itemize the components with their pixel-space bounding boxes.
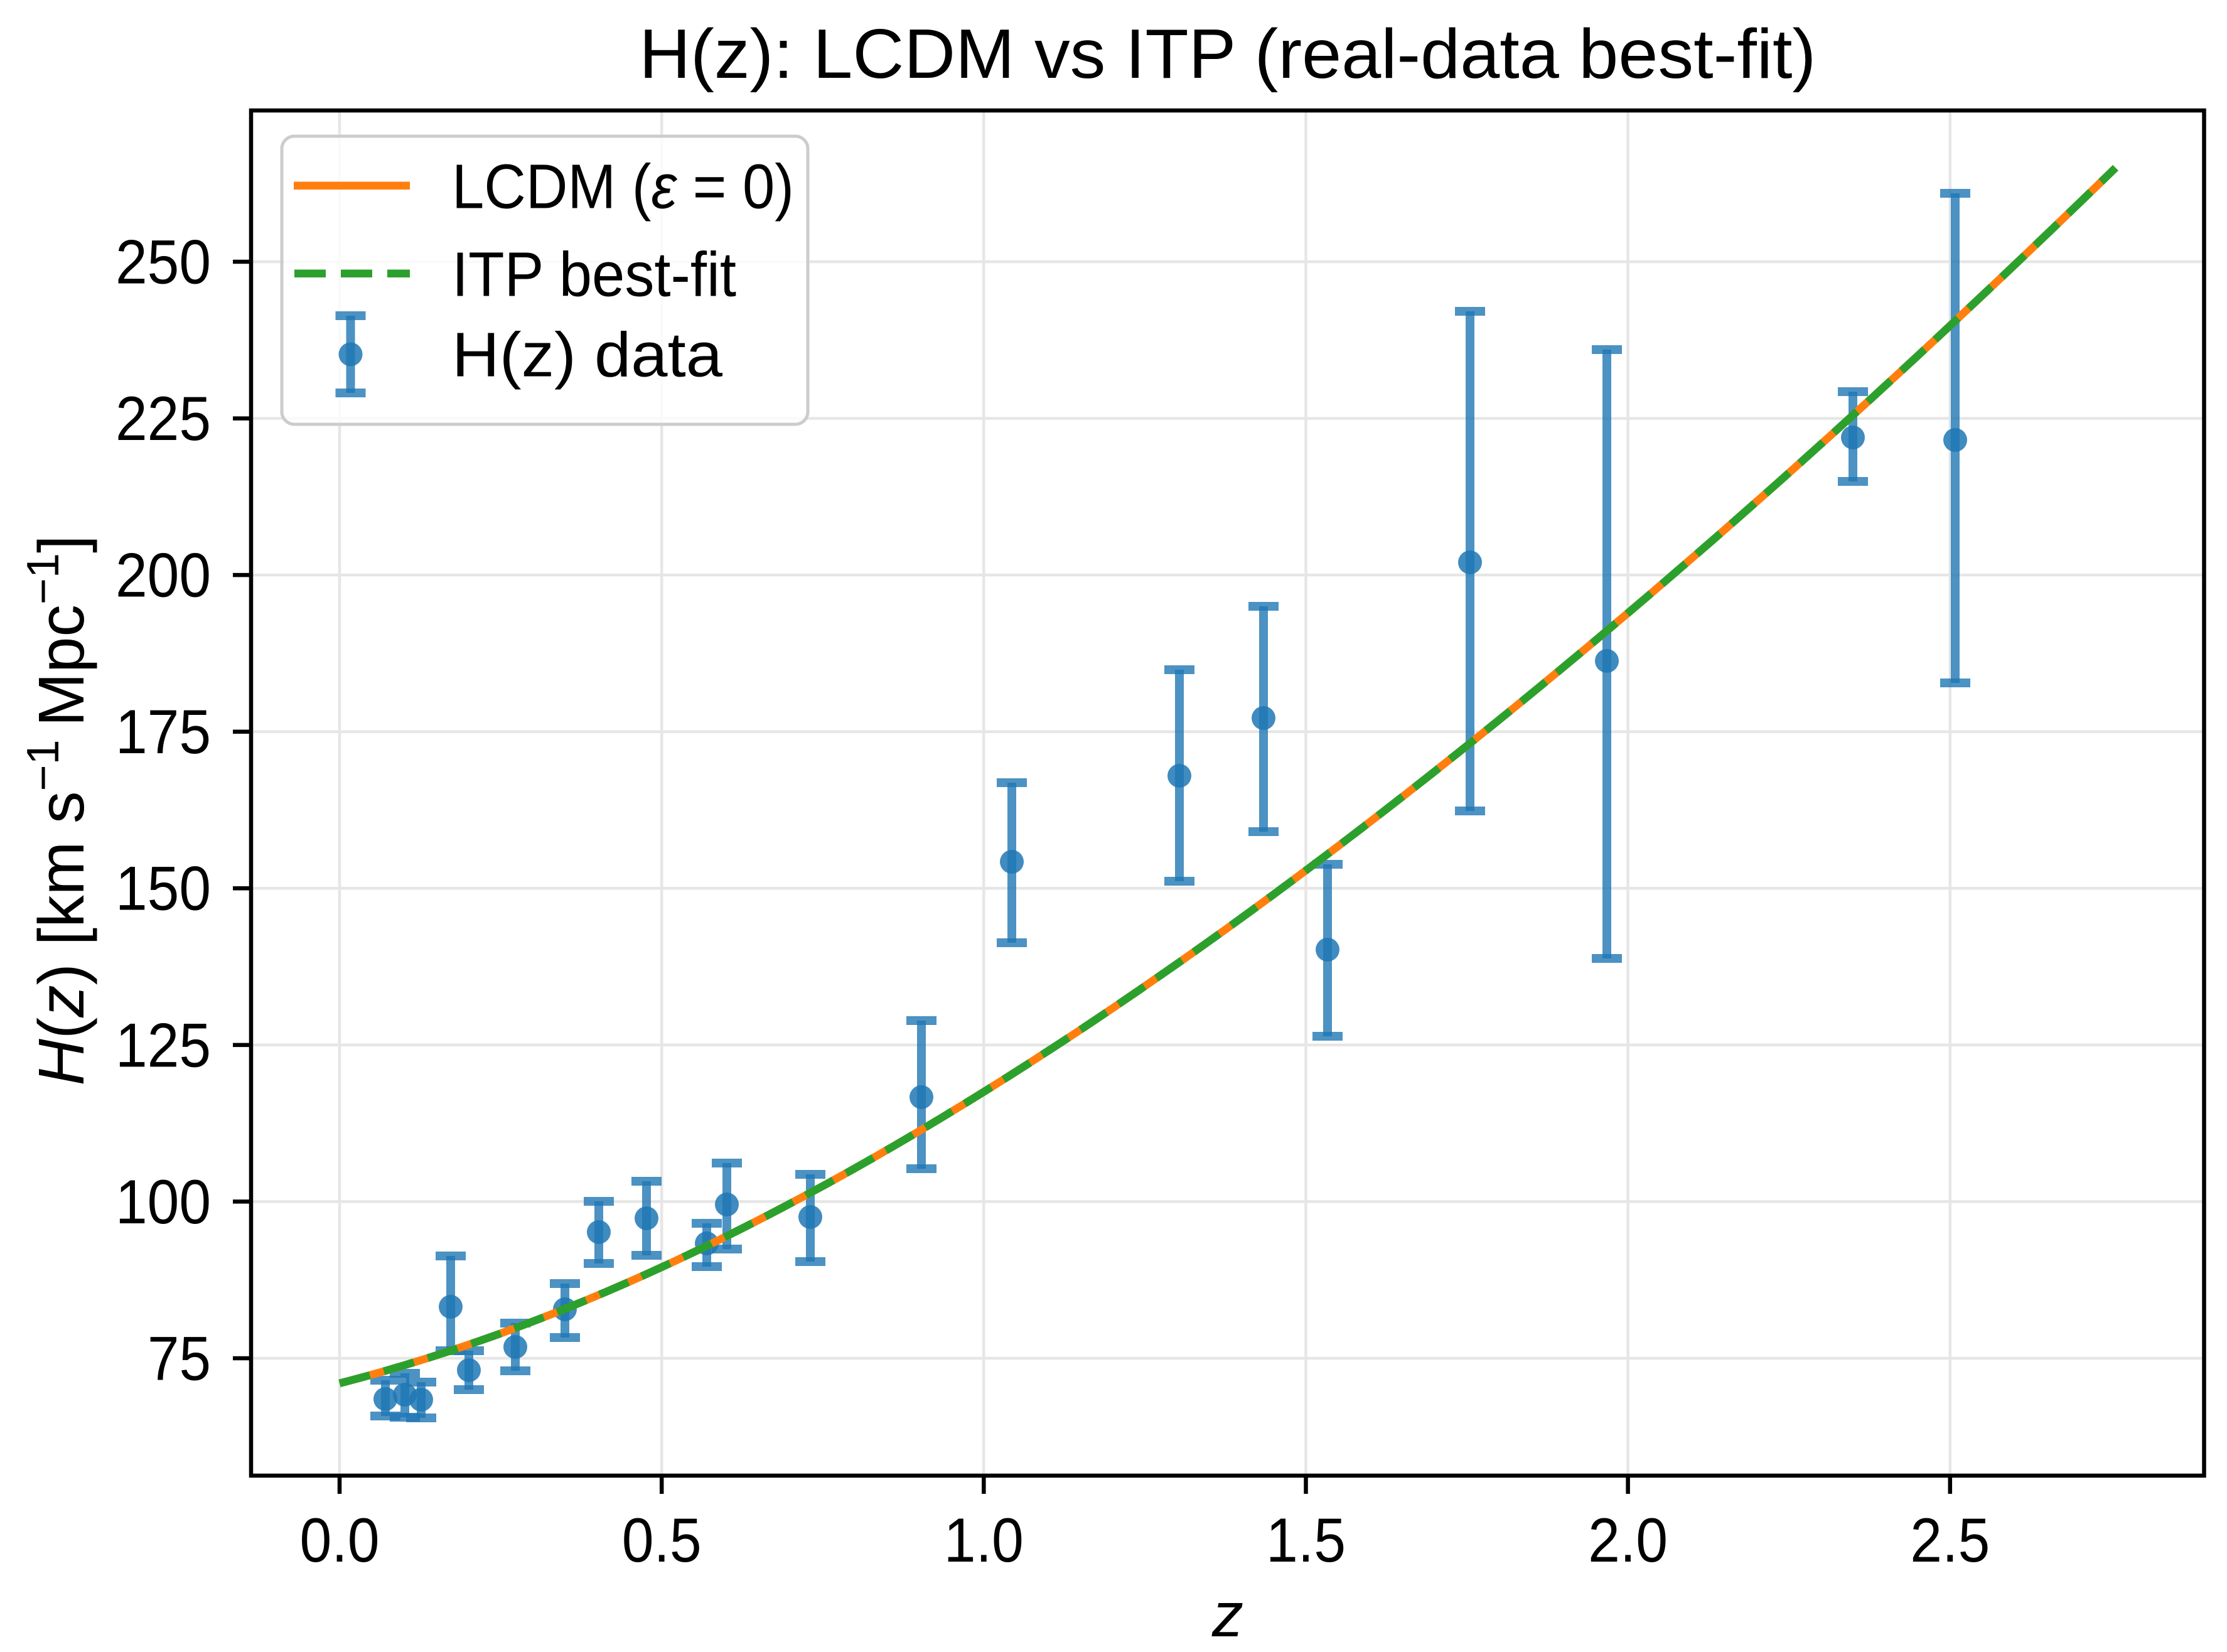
svg-text:225: 225 [115,384,211,453]
svg-text:2.5: 2.5 [1910,1505,1990,1575]
svg-text:H(z): LCDM vs ITP (real-data b: H(z): LCDM vs ITP (real-data best-fit) [639,15,1816,93]
svg-text:ITP best-fit: ITP best-fit [452,239,736,309]
svg-text:200: 200 [115,540,211,610]
svg-text:H(z) data: H(z) data [452,320,722,390]
svg-text:75: 75 [148,1323,211,1393]
svg-text:1.0: 1.0 [944,1505,1024,1575]
svg-text:250: 250 [115,227,211,296]
svg-text:1.5: 1.5 [1266,1505,1346,1575]
svg-text:150: 150 [115,854,211,923]
svg-text:H(z) [km s−1 Mpc−1]: H(z) [km s−1 Mpc−1] [18,535,97,1085]
svg-text:0.5: 0.5 [622,1505,702,1575]
svg-text:z: z [1211,1580,1243,1650]
svg-text:100: 100 [115,1167,211,1236]
svg-text:2.0: 2.0 [1588,1505,1668,1575]
svg-text:LCDM (ε = 0): LCDM (ε = 0) [452,151,794,222]
svg-text:175: 175 [115,697,211,766]
svg-text:0.0: 0.0 [300,1505,380,1575]
svg-text:125: 125 [115,1010,211,1080]
